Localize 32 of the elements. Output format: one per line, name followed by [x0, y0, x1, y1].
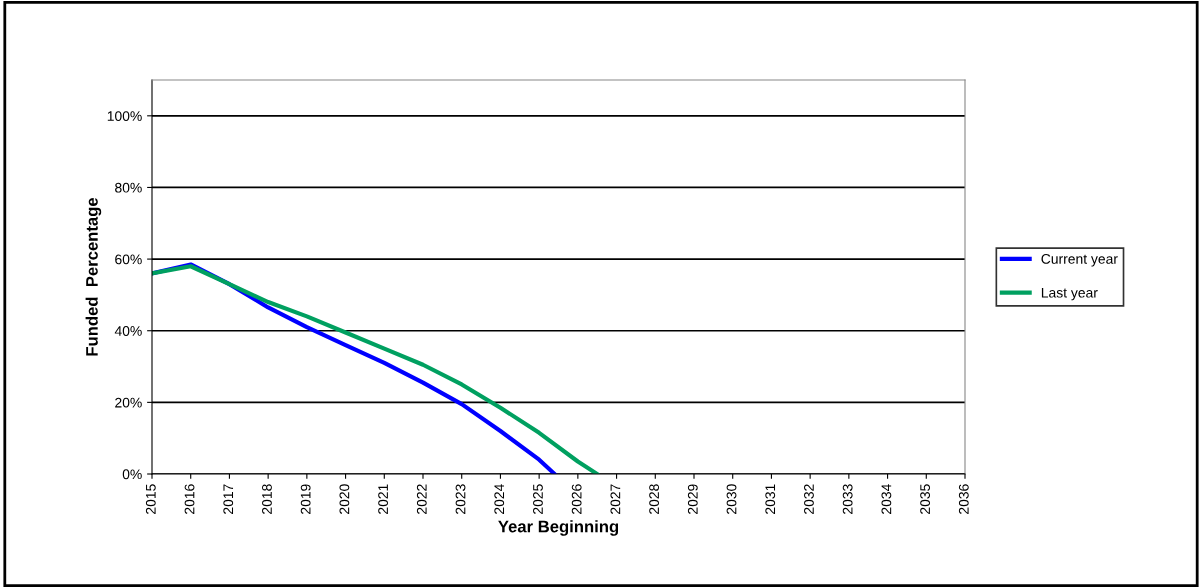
legend-label: Current year: [1041, 254, 1118, 267]
x-tick-label: 2035: [920, 484, 931, 514]
x-tick-label: 2017: [223, 484, 234, 514]
x-tick-label: 2016: [184, 484, 195, 514]
x-tick-label: 2024: [494, 484, 505, 514]
x-tick-label: 2015: [145, 484, 156, 514]
x-tick-label: 2036: [958, 484, 969, 514]
x-tick-label: 2027: [610, 484, 621, 514]
y-tick-label: 60%: [115, 254, 142, 265]
x-tick-label: 2030: [726, 484, 737, 514]
x-axis-title: Year Beginning: [498, 520, 619, 536]
x-tick-label: 2031: [765, 484, 776, 514]
x-tick-label: 2033: [842, 484, 853, 514]
y-axis-title: Funded Percentage: [85, 197, 102, 356]
x-tick-label: 2029: [687, 484, 698, 514]
x-tick-label: 2023: [455, 484, 466, 514]
x-tick-label: 2025: [533, 484, 543, 514]
x-tick-label: 2028: [649, 484, 660, 514]
y-tick-label: 80%: [115, 182, 142, 193]
x-tick-label: 2020: [339, 484, 350, 514]
y-tick-label: 100%: [107, 111, 142, 121]
legend-label: Last year: [1041, 287, 1098, 301]
y-tick-label: 20%: [115, 397, 142, 408]
x-tick-label: 2034: [881, 484, 892, 514]
x-tick-label: 2032: [804, 484, 814, 514]
y-tick-label: 0%: [122, 469, 142, 480]
x-tick-label: 2021: [378, 484, 389, 514]
y-tick-label: 40%: [114, 326, 142, 336]
x-tick-label: 2019: [300, 484, 311, 514]
x-tick-label: 2026: [571, 484, 582, 514]
x-tick-label: 2018: [262, 484, 272, 514]
x-tick-label: 2022: [416, 484, 427, 514]
